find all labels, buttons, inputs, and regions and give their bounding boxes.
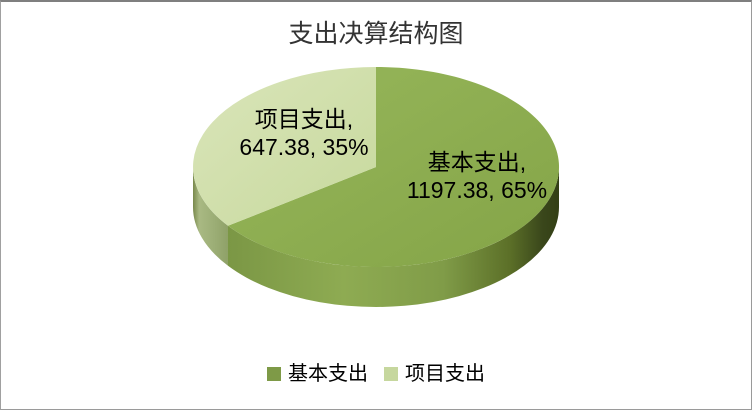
pie-slice-project-expenditure-side: [193, 167, 228, 266]
data-label-line: 1197.38, 65%: [406, 177, 548, 203]
chart-title: 支出决算结构图: [288, 20, 464, 48]
data-label-project-expenditure: 项目支出, 647.38, 35%: [194, 105, 414, 161]
pie-slice-project-expenditure[interactable]: [193, 67, 376, 226]
legend-label: 项目支出: [405, 363, 485, 385]
pie-slice-basic-expenditure[interactable]: [228, 67, 560, 267]
chart-legend: 基本支出 项目支出: [1, 361, 751, 387]
data-label-line: 项目支出,: [254, 106, 354, 132]
pie-slice-basic-expenditure-side: [228, 167, 559, 307]
legend-swatch-basic-expenditure-icon: [267, 367, 281, 381]
data-label-line: 基本支出,: [427, 149, 527, 175]
data-label-line: 647.38, 35%: [239, 134, 369, 160]
legend-label: 基本支出: [288, 363, 368, 385]
data-label-basic-expenditure: 基本支出, 1197.38, 65%: [367, 148, 587, 204]
legend-item-project-expenditure[interactable]: 项目支出: [384, 361, 485, 387]
legend-swatch-project-expenditure-icon: [384, 367, 398, 381]
legend-item-basic-expenditure[interactable]: 基本支出: [267, 361, 368, 387]
